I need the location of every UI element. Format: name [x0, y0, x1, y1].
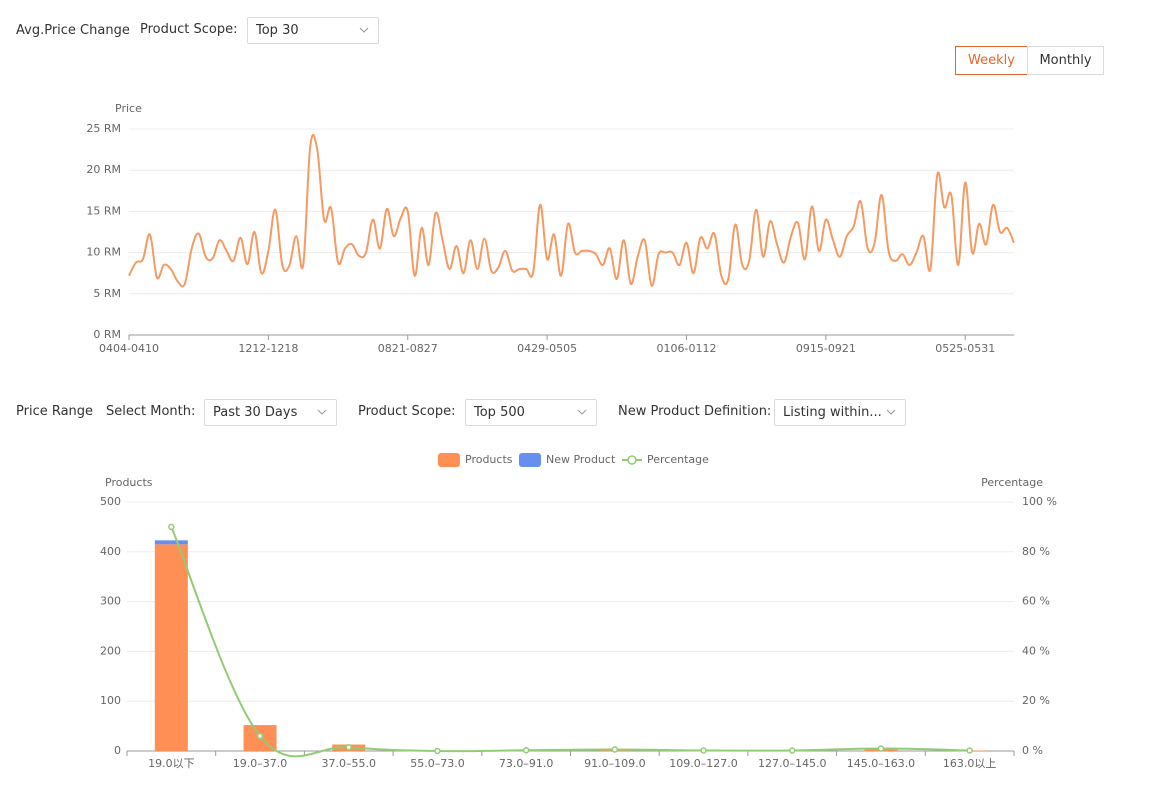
bar: [154, 540, 188, 545]
dropdown[interactable]: Past 30 Days: [204, 399, 337, 426]
legend-marker: [627, 455, 637, 465]
x-tick-label: 73.0–91.0: [499, 757, 553, 770]
percentage-point: [345, 744, 352, 751]
percentage-point: [966, 747, 973, 754]
y-tick-label: 500: [100, 495, 121, 508]
x-tick-label: 0915-0921: [796, 342, 856, 355]
dropdown[interactable]: Top 500: [465, 399, 597, 426]
y-tick-label: 100: [100, 694, 121, 707]
percentage-point: [256, 732, 264, 740]
y-tick-label: 80 %: [1022, 545, 1050, 558]
y-tick-label: 400: [100, 545, 121, 558]
y-tick-label: 60 %: [1022, 595, 1050, 608]
x-tick-label: 19.0–37.0: [233, 757, 287, 770]
legend-label: Percentage: [647, 453, 709, 466]
y-tick-label: 40 %: [1022, 644, 1050, 657]
bar: [154, 544, 188, 751]
legend-label: Products: [465, 453, 513, 466]
x-tick-label: 55.0–73.0: [410, 757, 464, 770]
y-tick-label: 0 RM: [93, 328, 121, 341]
y-tick-label: 300: [100, 595, 121, 608]
y-tick-label: 15 RM: [86, 204, 121, 217]
dropdown-value: Top 500: [474, 405, 525, 420]
price-line: [128, 134, 1015, 288]
bar: [332, 744, 366, 751]
y-tick-label: 25 RM: [86, 122, 121, 135]
percentage-point: [168, 523, 175, 531]
dropdown-value: Listing within...: [783, 405, 882, 420]
percentage-point: [877, 745, 885, 752]
percentage-point: [522, 747, 530, 754]
x-tick-label: 163.0以上: [943, 757, 997, 770]
x-tick-label: 1212-1218: [238, 342, 298, 355]
legend-swatch: [519, 453, 541, 467]
dropdown-value: Past 30 Days: [213, 405, 298, 420]
bar: [864, 749, 898, 751]
y-tick-label: 10 RM: [86, 246, 121, 259]
x-tick-label: 145.0–163.0: [847, 757, 915, 770]
y-tick-label: 0 %: [1022, 744, 1043, 757]
x-tick-label: 109.0–127.0: [669, 757, 737, 770]
y-tick-label: 0: [114, 744, 121, 757]
axis-label: Products: [105, 476, 153, 489]
x-tick-label: 19.0以下: [148, 757, 195, 770]
button[interactable]: Weekly: [955, 46, 1028, 75]
label: New Product Definition:: [618, 404, 772, 419]
label: Select Month:: [106, 404, 196, 419]
y-tick-label: 20 RM: [86, 163, 121, 176]
bar: [598, 750, 632, 751]
x-tick-label: 0106-0112: [656, 342, 716, 355]
legend-label: New Product: [546, 453, 616, 466]
y-tick-label: 100 %: [1022, 495, 1057, 508]
y-tick-label: 20 %: [1022, 694, 1050, 707]
label: Product Scope:: [140, 22, 238, 37]
x-tick-label: 0429-0505: [517, 342, 577, 355]
dropdown[interactable]: Listing within...: [774, 399, 906, 426]
x-tick-label: 91.0–109.0: [584, 757, 645, 770]
section-title: Avg.Price Change: [16, 23, 130, 38]
bar: [243, 725, 277, 751]
x-tick-label: 0404-0410: [99, 342, 159, 355]
percentage-line: [170, 526, 970, 758]
percentage-point: [700, 747, 707, 754]
percentage-point: [789, 747, 796, 754]
dropdown-value: Top 30: [256, 23, 299, 38]
axis-label: Percentage: [981, 476, 1043, 489]
y-tick-label: 5 RM: [93, 287, 121, 300]
section-title: Price Range: [16, 404, 94, 419]
legend-swatch: [438, 453, 460, 467]
x-tick-label: 0525-0531: [935, 342, 995, 355]
axis-label: Price: [115, 102, 142, 115]
dropdown[interactable]: Top 30: [247, 17, 379, 44]
x-tick-label: 0821-0827: [378, 342, 438, 355]
percentage-point: [611, 746, 619, 753]
x-tick-label: 127.0–145.0: [758, 757, 826, 770]
y-tick-label: 200: [100, 644, 121, 657]
label: Product Scope:: [358, 404, 456, 419]
percentage-point: [434, 747, 441, 755]
button[interactable]: Monthly: [1027, 46, 1104, 75]
x-tick-label: 37.0–55.0: [322, 757, 376, 770]
